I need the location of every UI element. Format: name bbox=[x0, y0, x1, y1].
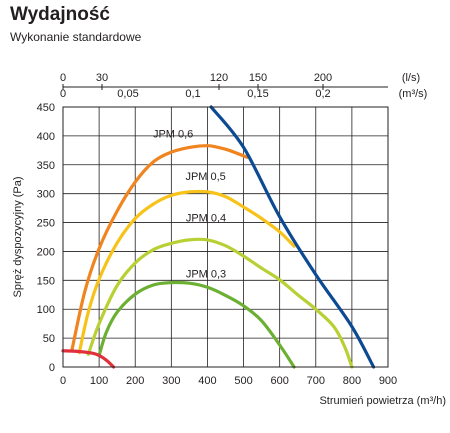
series-curves bbox=[61, 105, 376, 369]
x-tick-label: 400 bbox=[198, 375, 216, 387]
top-axis-ls-label: 0 bbox=[60, 72, 66, 84]
series-labels: JPM 0,6 JPM 0,5 JPM 0,4 JPM 0,3 bbox=[153, 129, 226, 281]
series-jpm-0-6 bbox=[70, 144, 249, 352]
y-tick-label: 50 bbox=[43, 333, 55, 345]
series-curve-5 bbox=[61, 349, 116, 369]
axes: 0 100 200 300 400 500 600 700 800 900050100150200… bbox=[12, 72, 446, 407]
x-tick-label: 300 bbox=[162, 375, 180, 387]
top-axis-m3s-label: 0,2 bbox=[315, 88, 330, 100]
top-axis-ls-label: 30 bbox=[96, 72, 108, 84]
x-tick-label: 0 bbox=[60, 375, 66, 387]
y-tick-label: 350 bbox=[37, 160, 55, 172]
y-tick-label: 100 bbox=[37, 304, 55, 316]
grid-lines bbox=[62, 106, 389, 368]
top-axis-m3s-label: 0 bbox=[60, 88, 66, 100]
series-jpm-0-5 bbox=[77, 189, 296, 355]
top-axis-m3s-unit: (m³/s) bbox=[399, 88, 428, 100]
x-tick-label: 800 bbox=[343, 375, 361, 387]
y-axis-title: Spręż dyspozycyjny (Pa) bbox=[12, 176, 24, 297]
y-tick-label: 0 bbox=[49, 362, 55, 374]
x-tick-label: 200 bbox=[126, 375, 144, 387]
x-tick-label: 500 bbox=[234, 375, 252, 387]
top-axis-m3s-label: 0,15 bbox=[247, 88, 268, 100]
y-tick-label: 300 bbox=[37, 189, 55, 201]
y-tick-label: 200 bbox=[37, 246, 55, 258]
x-tick-label: 100 bbox=[90, 375, 108, 387]
x-tick-label: 900 bbox=[379, 375, 397, 387]
top-axis-ls-label: 200 bbox=[314, 72, 332, 84]
top-axis-m3s-label: 0,05 bbox=[117, 88, 138, 100]
x-tick-label: 600 bbox=[270, 375, 288, 387]
series-label: JPM 0,4 bbox=[186, 212, 226, 224]
plot-frame bbox=[62, 106, 389, 368]
plot-border bbox=[62, 106, 389, 368]
x-tick-label: 700 bbox=[307, 375, 325, 387]
top-axis-m3s-label: 0,1 bbox=[185, 88, 200, 100]
chart-subtitle: Wykonanie standardowe bbox=[10, 30, 142, 44]
x-axis-title: Strumień powietrza (m³/h) bbox=[319, 395, 446, 407]
top-axis-ls-unit: (l/s) bbox=[402, 72, 420, 84]
y-tick-label: 400 bbox=[37, 131, 55, 143]
chart-title: Wydajność bbox=[10, 4, 110, 25]
y-tick-label: 250 bbox=[37, 218, 55, 230]
series-label: JPM 0,3 bbox=[186, 268, 226, 280]
series-label: JPM 0,6 bbox=[153, 129, 193, 141]
y-tick-label: 150 bbox=[37, 275, 55, 287]
y-tick-label: 450 bbox=[37, 102, 55, 114]
top-axis-ls-label: 150 bbox=[249, 72, 267, 84]
series-jpm-0-4 bbox=[86, 237, 354, 369]
series-label: JPM 0,5 bbox=[185, 171, 225, 183]
top-axis-ls-label: 120 bbox=[210, 72, 228, 84]
series-curve-4 bbox=[209, 105, 376, 369]
series-jpm-0-3 bbox=[97, 280, 296, 369]
